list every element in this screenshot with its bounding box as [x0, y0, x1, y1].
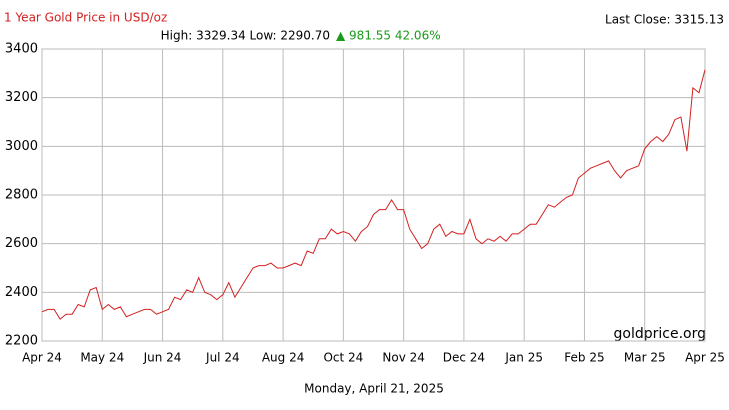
stats: High: 3329.34 Low: 2290.70 — [161, 29, 330, 43]
watermark: goldprice.org — [614, 326, 706, 342]
change: ▲ 981.55 42.06% — [336, 29, 441, 43]
x-tick-label: Feb 25 — [564, 351, 604, 365]
chart-title: 1 Year Gold Price in USD/oz — [4, 11, 167, 25]
x-tick-label: Apr 24 — [22, 351, 62, 365]
y-tick-label: 3200 — [5, 90, 38, 105]
x-tick-label: Jul 24 — [205, 351, 240, 365]
y-tick-label: 2400 — [5, 285, 38, 300]
last-close: Last Close: 3315.13 — [605, 13, 724, 27]
x-tick-label: Jun 24 — [143, 351, 182, 365]
x-tick-label: Aug 24 — [262, 351, 305, 365]
y-tick-label: 2800 — [5, 188, 38, 203]
y-tick-label: 2600 — [5, 236, 38, 251]
y-tick-label: 3000 — [5, 139, 38, 154]
date: Monday, April 21, 2025 — [304, 382, 444, 396]
y-tick-label: 3400 — [5, 42, 38, 57]
y-tick-label: 2200 — [5, 334, 38, 349]
x-tick-label: Dec 24 — [443, 351, 485, 365]
x-tick-label: Mar 25 — [624, 351, 666, 365]
x-tick-label: Apr 25 — [685, 351, 725, 365]
x-tick-label: Jan 25 — [504, 351, 543, 365]
x-tick-label: Oct 24 — [323, 351, 363, 365]
price-line — [41, 69, 706, 320]
x-tick-label: May 24 — [80, 351, 124, 365]
x-tick-label: Nov 24 — [382, 351, 425, 365]
